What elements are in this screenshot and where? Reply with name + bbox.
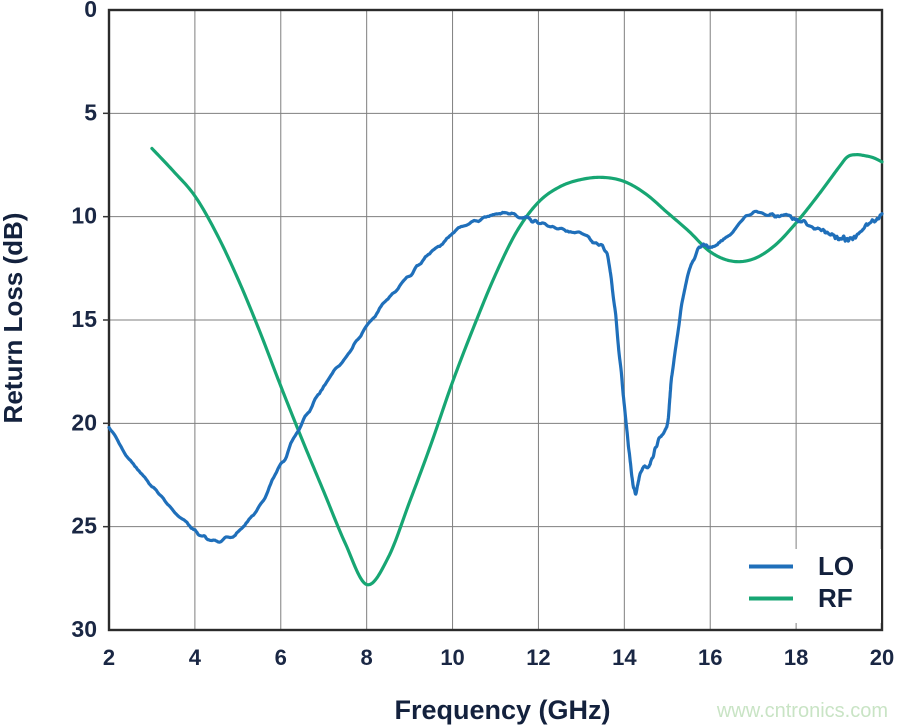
svg-text:18: 18 bbox=[784, 645, 808, 670]
svg-text:16: 16 bbox=[698, 645, 722, 670]
svg-text:14: 14 bbox=[612, 645, 637, 670]
svg-text:8: 8 bbox=[361, 645, 373, 670]
svg-text:LO: LO bbox=[818, 551, 854, 581]
svg-text:10: 10 bbox=[440, 645, 464, 670]
svg-text:20: 20 bbox=[870, 645, 894, 670]
svg-text:2: 2 bbox=[103, 645, 115, 670]
svg-text:20: 20 bbox=[71, 409, 97, 435]
svg-text:RF: RF bbox=[818, 583, 853, 613]
svg-text:5: 5 bbox=[84, 99, 97, 125]
svg-text:10: 10 bbox=[71, 203, 97, 229]
svg-text:0: 0 bbox=[84, 0, 97, 22]
svg-text:4: 4 bbox=[189, 645, 202, 670]
svg-text:30: 30 bbox=[71, 616, 97, 642]
svg-text:15: 15 bbox=[71, 306, 97, 332]
svg-text:Return Loss (dB): Return Loss (dB) bbox=[0, 213, 28, 424]
svg-text:6: 6 bbox=[275, 645, 287, 670]
svg-text:12: 12 bbox=[526, 645, 550, 670]
svg-text:www.cntronics.com: www.cntronics.com bbox=[716, 700, 888, 722]
svg-text:Frequency (GHz): Frequency (GHz) bbox=[394, 695, 610, 725]
svg-text:25: 25 bbox=[71, 513, 97, 539]
